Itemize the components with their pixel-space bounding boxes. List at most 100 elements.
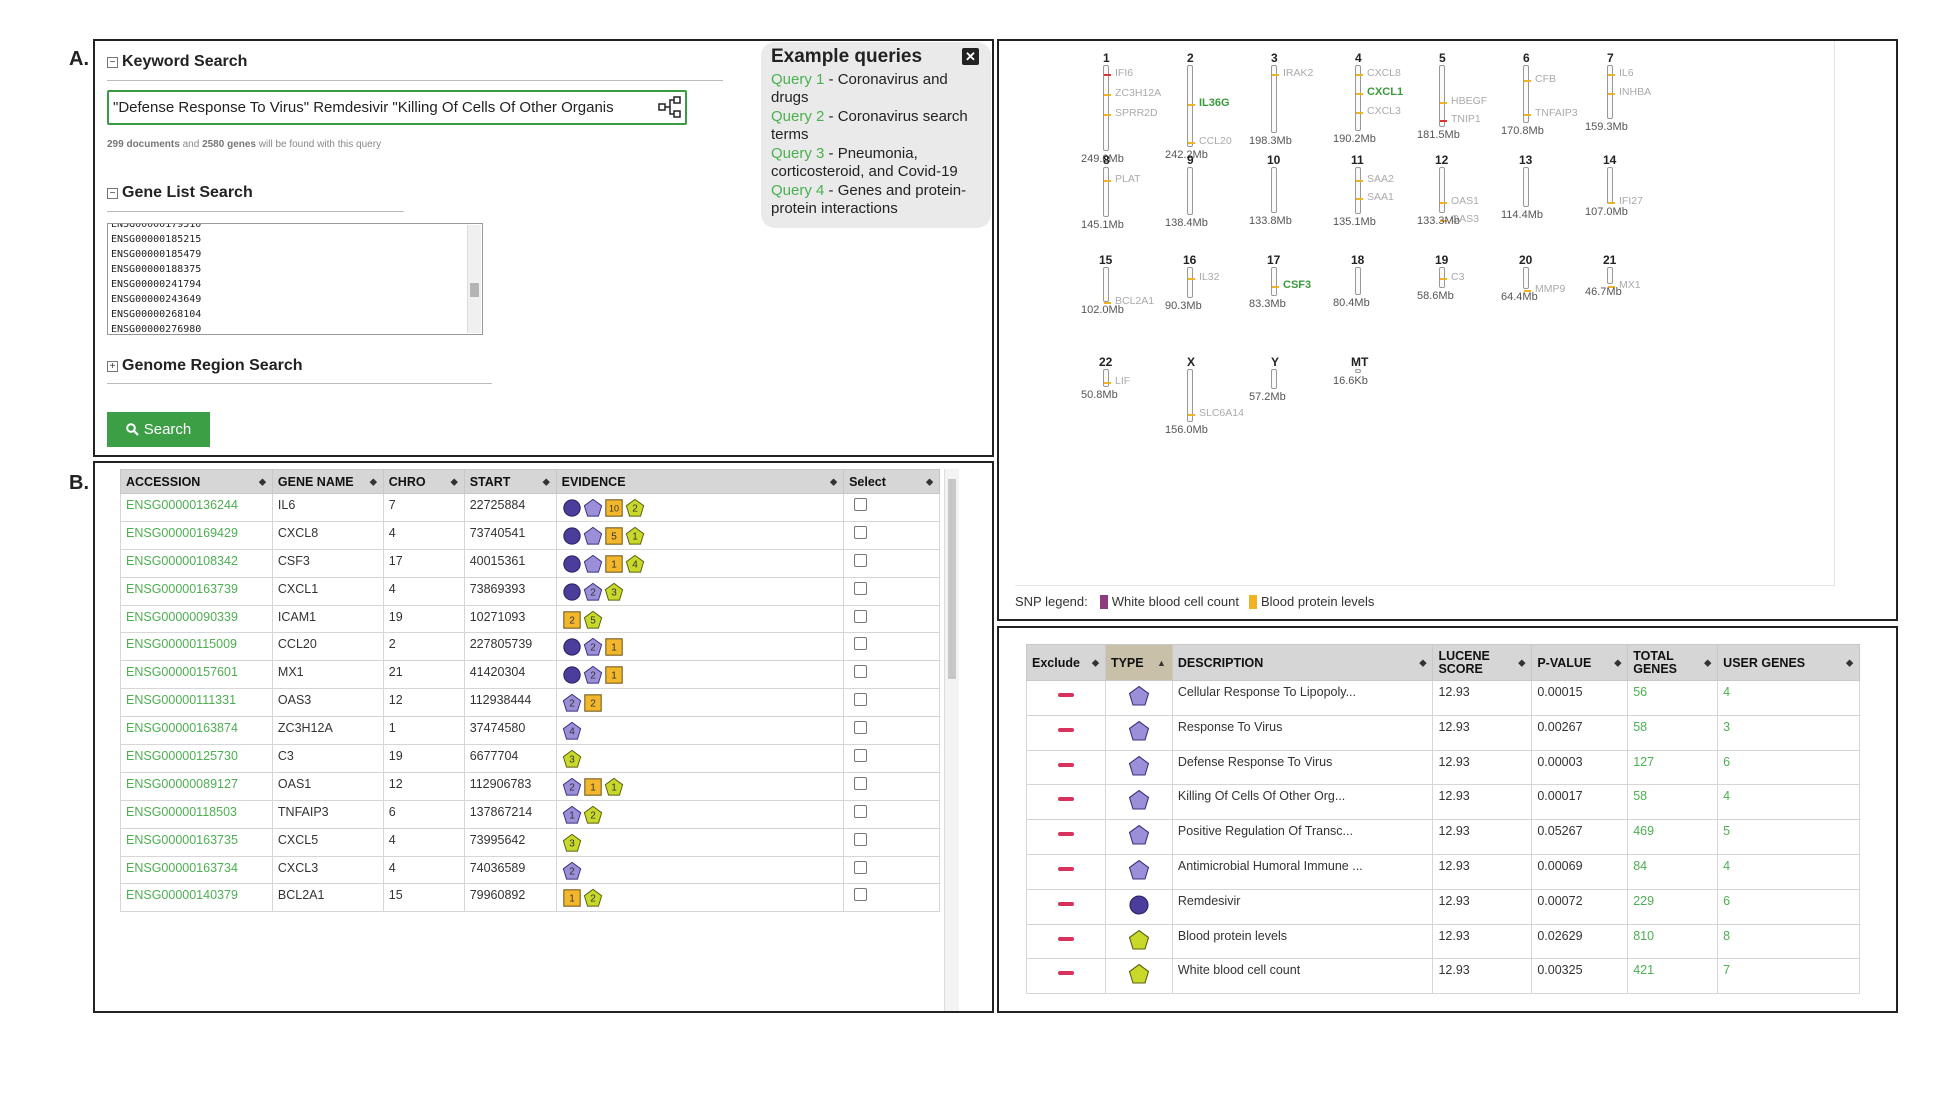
sort-icon[interactable]: ◆ bbox=[369, 476, 377, 486]
sort-icon[interactable]: ◆ bbox=[542, 476, 550, 486]
gene-label[interactable]: HBEGF bbox=[1451, 95, 1488, 107]
gene-label[interactable]: SAA2 bbox=[1367, 173, 1394, 185]
chromosome-bar[interactable] bbox=[1103, 267, 1111, 304]
select-checkbox[interactable] bbox=[854, 776, 868, 790]
snp-marker[interactable] bbox=[1104, 94, 1111, 96]
select-checkbox[interactable] bbox=[854, 804, 868, 818]
accession-link[interactable]: ENSG00000169429 bbox=[120, 520, 273, 550]
select-checkbox[interactable] bbox=[854, 665, 868, 679]
exclude-icon[interactable] bbox=[1057, 762, 1074, 767]
sort-icon[interactable]: ◆ bbox=[1704, 657, 1712, 667]
accession-link[interactable]: ENSG00000140379 bbox=[120, 883, 273, 913]
snp-marker[interactable] bbox=[1440, 120, 1447, 122]
chromosome-bar[interactable] bbox=[1103, 167, 1111, 217]
expand-icon[interactable]: + bbox=[107, 360, 118, 372]
select-checkbox[interactable] bbox=[854, 581, 868, 595]
chromosome-bar[interactable] bbox=[1271, 267, 1279, 296]
gene-label[interactable]: TNIP1 bbox=[1451, 113, 1481, 125]
gene-label[interactable]: IL32 bbox=[1199, 271, 1220, 283]
snp-marker[interactable] bbox=[1104, 114, 1111, 116]
chromosome-bar[interactable] bbox=[1187, 267, 1195, 298]
snp-marker[interactable] bbox=[1608, 286, 1615, 288]
gene-label[interactable]: IL6 bbox=[1619, 67, 1634, 79]
chromosome-bar[interactable] bbox=[1355, 369, 1361, 373]
query-graph-icon[interactable] bbox=[658, 96, 682, 118]
accession-link[interactable]: ENSG00000163874 bbox=[120, 716, 273, 746]
select-checkbox[interactable] bbox=[854, 637, 868, 651]
snp-marker[interactable] bbox=[1356, 112, 1363, 114]
snp-marker[interactable] bbox=[1608, 202, 1615, 204]
sort-icon[interactable]: ◆ bbox=[1419, 657, 1427, 667]
user-genes-link[interactable]: 7 bbox=[1717, 958, 1860, 995]
close-icon[interactable]: ✕ bbox=[962, 48, 979, 65]
snp-marker[interactable] bbox=[1524, 80, 1531, 82]
total-genes-link[interactable]: 469 bbox=[1627, 819, 1719, 855]
select-checkbox[interactable] bbox=[854, 721, 868, 735]
total-genes-link[interactable]: 127 bbox=[1627, 749, 1719, 786]
chromosome-bar[interactable] bbox=[1607, 267, 1615, 288]
snp-marker[interactable] bbox=[1440, 220, 1447, 222]
user-genes-link[interactable]: 4 bbox=[1717, 680, 1860, 716]
snp-marker[interactable] bbox=[1188, 414, 1195, 416]
gene-table-header-gene-name[interactable]: GENE NAME ◆ bbox=[271, 469, 384, 494]
user-genes-link[interactable]: 4 bbox=[1717, 853, 1860, 890]
chromosome-bar[interactable] bbox=[1187, 167, 1193, 215]
gene-label[interactable]: SLC6A14 bbox=[1199, 407, 1244, 419]
chromosome-bar[interactable] bbox=[1523, 167, 1529, 207]
gene-label[interactable]: PLAT bbox=[1115, 173, 1141, 185]
accession-link[interactable]: ENSG00000163734 bbox=[120, 855, 273, 885]
snp-marker[interactable] bbox=[1356, 198, 1363, 200]
example-query-link[interactable]: Query 1 bbox=[771, 70, 825, 88]
gene-label[interactable]: MMP9 bbox=[1535, 283, 1566, 295]
sort-icon[interactable]: ◆ bbox=[830, 476, 838, 486]
accession-link[interactable]: ENSG00000090339 bbox=[120, 604, 273, 634]
total-genes-link[interactable]: 58 bbox=[1627, 784, 1719, 821]
term-table-header-lucene-score[interactable]: LUCENE SCORE ◆ bbox=[1432, 644, 1533, 681]
gene-label[interactable]: CFB bbox=[1535, 73, 1556, 85]
exclude-icon[interactable] bbox=[1057, 797, 1074, 802]
gene-label[interactable]: BCL2A1 bbox=[1115, 295, 1155, 307]
gene-label[interactable]: SAA1 bbox=[1367, 191, 1394, 203]
accession-link[interactable]: ENSG00000089127 bbox=[120, 771, 273, 801]
snp-marker[interactable] bbox=[1608, 74, 1615, 76]
total-genes-link[interactable]: 84 bbox=[1627, 853, 1719, 890]
user-genes-link[interactable]: 6 bbox=[1717, 888, 1860, 925]
snp-marker[interactable] bbox=[1188, 142, 1195, 144]
select-checkbox[interactable] bbox=[854, 860, 868, 874]
keyword-search-header[interactable]: − Keyword Search bbox=[107, 53, 247, 71]
gene-label[interactable]: INHBA bbox=[1619, 86, 1652, 98]
select-checkbox[interactable] bbox=[854, 609, 868, 623]
gene-label[interactable]: CXCL8 bbox=[1367, 67, 1401, 79]
accession-link[interactable]: ENSG00000136244 bbox=[120, 493, 273, 522]
gene-label[interactable]: IRAK2 bbox=[1283, 67, 1314, 79]
textarea-scrollbar[interactable] bbox=[467, 225, 481, 333]
chromosome-bar[interactable] bbox=[1271, 369, 1277, 389]
gene-label[interactable]: CSF3 bbox=[1283, 279, 1312, 291]
gene-label[interactable]: CXCL1 bbox=[1367, 86, 1404, 98]
exclude-icon[interactable] bbox=[1057, 901, 1074, 906]
chromosome-bar[interactable] bbox=[1439, 167, 1447, 222]
total-genes-link[interactable]: 56 bbox=[1627, 680, 1719, 716]
gene-table-header-chro[interactable]: CHRO ◆ bbox=[382, 469, 465, 494]
exclude-icon[interactable] bbox=[1057, 693, 1074, 697]
term-table-header-type[interactable]: TYPE ▲ bbox=[1104, 644, 1173, 681]
snp-marker[interactable] bbox=[1524, 290, 1531, 292]
snp-marker[interactable] bbox=[1524, 114, 1531, 116]
gene-label[interactable]: OAS1 bbox=[1451, 195, 1480, 207]
snp-marker[interactable] bbox=[1272, 74, 1279, 76]
snp-marker[interactable] bbox=[1608, 93, 1615, 95]
chromosome-bar[interactable] bbox=[1355, 65, 1363, 131]
user-genes-link[interactable]: 3 bbox=[1717, 714, 1860, 751]
snp-marker[interactable] bbox=[1104, 74, 1111, 76]
chromosome-bar[interactable] bbox=[1103, 369, 1111, 387]
accession-link[interactable]: ENSG00000125730 bbox=[120, 744, 273, 773]
snp-marker[interactable] bbox=[1272, 286, 1279, 288]
example-query-link[interactable]: Query 3 bbox=[771, 144, 825, 162]
gene-label[interactable]: C3 bbox=[1451, 271, 1465, 283]
total-genes-link[interactable]: 58 bbox=[1627, 714, 1719, 751]
gene-label[interactable]: OAS3 bbox=[1451, 213, 1480, 225]
gene-label[interactable]: TNFAIP3 bbox=[1535, 107, 1578, 119]
exclude-icon[interactable] bbox=[1057, 727, 1074, 732]
snp-marker[interactable] bbox=[1356, 74, 1363, 76]
snp-marker[interactable] bbox=[1104, 382, 1111, 384]
